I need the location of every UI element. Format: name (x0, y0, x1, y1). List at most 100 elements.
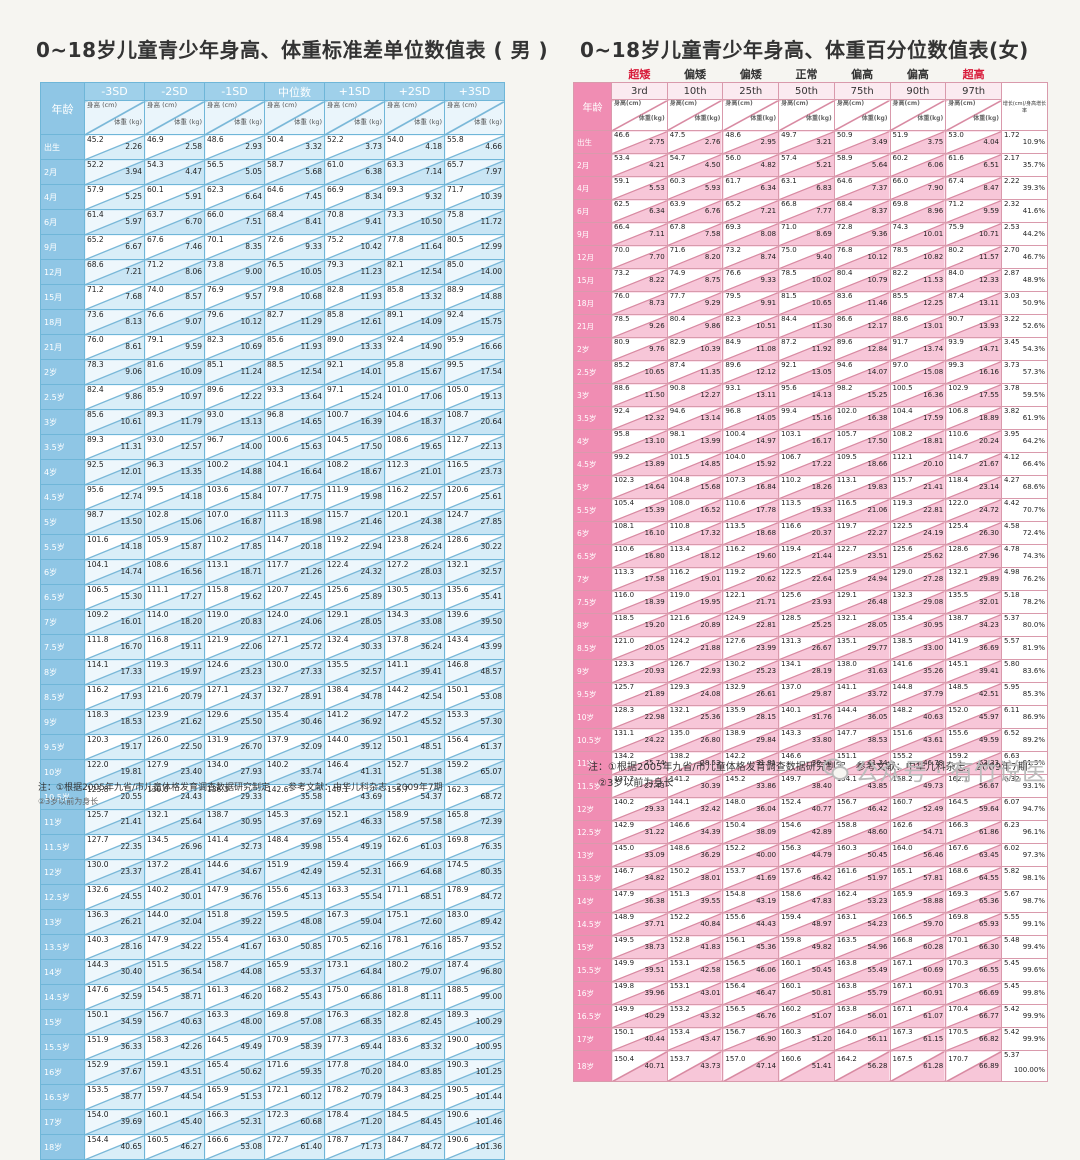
category-label: 偏矮 (667, 66, 723, 83)
height-value: 76.6 (147, 310, 164, 320)
height-value: 156.5 (725, 959, 746, 968)
value-cell: 167.3 61.15 (889, 1027, 947, 1051)
weight-value: 7.21 (760, 207, 777, 215)
height-value: 107.7 (267, 485, 289, 495)
weight-value: 43.01 (700, 989, 721, 997)
weight-value: 48.51 (420, 742, 442, 751)
value-cell: 79.3 11.23 (324, 259, 385, 285)
value-cell: 147.9 36.38 (611, 889, 668, 913)
height-value: 93.1 (725, 384, 741, 393)
height-value: 77.8 (387, 235, 404, 245)
table-row: 14岁 144.3 30.40 151.5 36.54 158.7 44.08 165.9 53… (40, 959, 505, 985)
height-value: 170.7 (948, 1055, 969, 1063)
weight-value: 7.45 (305, 192, 322, 201)
height-value: 85.5 (892, 292, 909, 301)
sd-column-header: +2SD (384, 82, 445, 101)
age-cell: 21月 (573, 314, 612, 338)
age-cell: 18月 (40, 309, 85, 335)
height-value: 71.7 (447, 185, 464, 195)
value-cell: 149.9 39.51 (611, 958, 668, 982)
table-row: 11.5岁 127.7 22.35 134.5 26.96 141.4 32.73 148.4… (40, 834, 505, 860)
value-cell: 160.2 51.07 (778, 1004, 835, 1028)
table-row: 6岁 108.1 16.10 110.8 17.32 113.5 18.68 116.6 20.… (573, 521, 1048, 545)
height-value: 57.9 (87, 185, 104, 195)
height-value: 71.2 (147, 260, 164, 270)
weight-value: 57.58 (420, 817, 442, 826)
height-value: 149.5 (614, 936, 635, 945)
weight-value: 50.45 (867, 851, 888, 859)
weight-value: 7.11 (649, 230, 665, 238)
height-value: 142.2 (725, 752, 746, 761)
value-cell: 123.8 26.24 (384, 534, 445, 560)
value-cell: 82.4 9.86 (84, 384, 145, 410)
weight-value: 33.00 (923, 644, 944, 652)
value-cell: 135.4 30.46 (264, 709, 325, 735)
table-row: 18月 73.6 8.13 76.6 9.07 79.6 10.12 82.7 11.29 85.… (40, 309, 505, 335)
table-row: 15岁 149.5 38.73 152.8 41.83 156.1 45.36 159.8 49… (573, 935, 1048, 959)
age-cell: 12月 (40, 259, 85, 285)
value-cell: 122.0 24.72 (945, 498, 1002, 522)
value-cell: 142.2 31.81 (722, 751, 780, 775)
weight-value: 13.11 (756, 391, 777, 399)
value-cell: 104.1 14.74 (84, 559, 145, 585)
watermark: 公众号 · 有竹说医 (823, 752, 1046, 787)
weight-value: 10.69 (240, 342, 262, 351)
height-value: 60.3 (669, 177, 686, 186)
growth-value: 5.57 (1004, 637, 1020, 646)
value-cell: 144.0 32.04 (144, 909, 205, 935)
weight-value: 9.06 (125, 367, 142, 376)
weight-value: 11.35 (700, 368, 721, 376)
age-cell: 3岁 (40, 409, 85, 435)
weight-value: 5.97 (125, 217, 142, 226)
weight-value: 61.40 (300, 1142, 322, 1151)
weight-value: 8.69 (816, 230, 832, 238)
height-value: 172.7 (267, 1135, 289, 1145)
growth-value: 5.37 (1004, 614, 1020, 623)
weight-value: 22.81 (756, 621, 777, 629)
value-cell: 93.0 12.57 (144, 434, 205, 460)
height-value: 145.1 (948, 660, 969, 669)
height-value: 160.3 (836, 844, 857, 853)
height-value: 108.7 (447, 410, 469, 420)
value-cell: 124.2 21.88 (666, 636, 724, 660)
height-value: 80.9 (614, 338, 630, 347)
value-cell: 73.2 8.74 (722, 245, 780, 269)
height-value: 130.0 (147, 785, 169, 795)
value-cell: 131.1 24.22 (611, 728, 668, 752)
value-cell: 138.9 29.84 (722, 728, 780, 752)
sd-column-header: +3SD (444, 82, 505, 101)
value-cell: 116.2 22.57 (384, 484, 445, 510)
value-cell: 141.6 35.26 (889, 659, 947, 683)
weight-value: 59.64 (978, 805, 999, 813)
height-value: 78.5 (781, 269, 797, 278)
age-cell: 5岁 (40, 509, 85, 535)
weight-value: 40.00 (756, 851, 777, 859)
height-value: 134.1 (781, 660, 802, 669)
value-cell: 64.6 7.37 (833, 176, 891, 200)
growth-rate-value: 48.9% (1022, 276, 1045, 284)
height-value: 138.7 (207, 810, 229, 820)
value-cell: 68.4 8.37 (833, 199, 891, 223)
age-cell: 6.5岁 (40, 584, 85, 610)
height-value: 185.7 (447, 935, 469, 945)
value-cell: 150.4 38.09 (722, 820, 780, 844)
value-cell: 158.3 42.26 (144, 1034, 205, 1060)
value-cell: 97.1 15.24 (324, 384, 385, 410)
height-value: 160.1 (781, 959, 802, 968)
height-value: 93.3 (267, 385, 284, 395)
weight-value: 26.61 (756, 690, 777, 698)
weight-value: 46.33 (360, 817, 382, 826)
weight-value: 9.41 (365, 217, 382, 226)
weight-value: 13.50 (120, 517, 142, 526)
table-row: 4月 59.1 5.53 60.3 5.93 61.7 6.34 63.1 6.83 64.6 7.… (573, 176, 1048, 200)
weight-value: 17.55 (978, 391, 999, 399)
height-value: 95.6 (87, 485, 104, 495)
table-row: 2.5岁 82.4 9.86 85.9 10.97 89.6 12.22 93.3 13.64 9… (40, 384, 505, 410)
height-value: 166.8 (892, 936, 913, 945)
growth-rate-value: 100.00% (1013, 1066, 1045, 1074)
category-spacer (1001, 66, 1048, 83)
value-cell: 122.5 24.19 (889, 521, 947, 545)
value-cell: 169.8 65.93 (945, 912, 1002, 936)
weight-value: 18.71 (240, 567, 262, 576)
weight-value: 5.68 (305, 167, 322, 176)
